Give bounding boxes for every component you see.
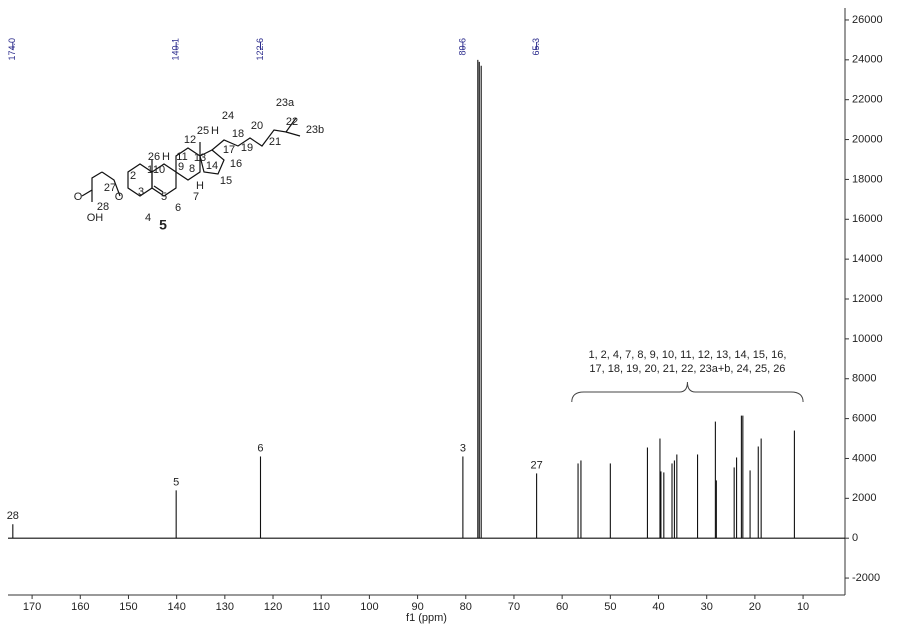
x-tick-label: 120 bbox=[264, 601, 282, 613]
atom-label: 12 bbox=[184, 134, 196, 146]
atom-label: 14 bbox=[206, 160, 218, 172]
peak-assignment: 5 bbox=[173, 476, 179, 488]
atom-label: 22 bbox=[286, 116, 298, 128]
atom-label: 9 bbox=[178, 161, 184, 173]
x-tick-label: 10 bbox=[797, 601, 809, 613]
x-axis-label: f1 (ppm) bbox=[406, 612, 447, 624]
y-tick-label: 4000 bbox=[852, 452, 876, 464]
chain bbox=[285, 131, 301, 137]
atom-label: 26 bbox=[148, 151, 160, 163]
atom-label: 8 bbox=[189, 163, 195, 175]
atom-label: 17 bbox=[223, 144, 235, 156]
x-tick-label: 70 bbox=[508, 601, 520, 613]
peak-assignment: 6 bbox=[257, 442, 263, 454]
atom-label: 11 bbox=[176, 151, 187, 163]
y-tick-label: 6000 bbox=[852, 413, 876, 425]
peak-pick-label: 65.3 bbox=[531, 38, 541, 56]
y-tick-label: 22000 bbox=[852, 94, 883, 106]
x-tick-label: 150 bbox=[119, 601, 137, 613]
compound-label: 5 bbox=[159, 217, 167, 233]
atom-label: 19 bbox=[241, 142, 253, 154]
y-tick-label: 18000 bbox=[852, 173, 883, 185]
atom-label: 23a bbox=[276, 97, 295, 109]
atom-label: 6 bbox=[175, 202, 181, 214]
bracket-label: 17, 18, 19, 20, 21, 22, 23a+b, 24, 25, 2… bbox=[589, 363, 785, 375]
peak-assignment: 28 bbox=[7, 510, 19, 522]
x-tick-label: 20 bbox=[749, 601, 761, 613]
peak-assignment: 27 bbox=[530, 459, 542, 471]
x-tick-label: 30 bbox=[701, 601, 713, 613]
y-tick-label: 2000 bbox=[852, 492, 876, 504]
y-tick-label: 24000 bbox=[852, 54, 883, 66]
bond bbox=[81, 171, 103, 197]
x-tick-label: 50 bbox=[604, 601, 616, 613]
peak-pick-label: 80.6 bbox=[457, 38, 467, 56]
bracket bbox=[571, 381, 804, 403]
atom-label: 15 bbox=[220, 175, 232, 187]
x-tick-label: 40 bbox=[652, 601, 664, 613]
atom-label: 7 bbox=[193, 191, 199, 203]
y-tick-label: 16000 bbox=[852, 213, 883, 225]
atom-label: 13 bbox=[194, 152, 206, 164]
x-tick-label: 90 bbox=[411, 601, 423, 613]
y-tick-label: 10000 bbox=[852, 333, 883, 345]
chain bbox=[211, 117, 297, 151]
atom-label: 21 bbox=[269, 136, 281, 148]
atom-label: 24 bbox=[222, 110, 234, 122]
atom-label: 28 bbox=[97, 201, 109, 213]
x-tick-label: 80 bbox=[460, 601, 472, 613]
atom-label: H bbox=[196, 180, 204, 192]
peak-pick-label: 174.0 bbox=[7, 38, 17, 61]
peak-pick-label: 140.1 bbox=[171, 38, 181, 61]
x-tick-label: 140 bbox=[167, 601, 185, 613]
atom-label: 25 bbox=[197, 125, 209, 137]
atom-label: 23b bbox=[306, 124, 324, 136]
atom-label: 16 bbox=[230, 158, 242, 170]
atom-label: 5 bbox=[161, 191, 167, 203]
atom-label: 10 bbox=[153, 164, 165, 176]
atom-label: H bbox=[162, 151, 170, 163]
y-tick-label: 26000 bbox=[852, 14, 883, 26]
x-tick-label: 130 bbox=[216, 601, 234, 613]
bond bbox=[153, 185, 164, 193]
y-tick-label: -2000 bbox=[852, 572, 880, 584]
atom-label: 3 bbox=[138, 186, 144, 198]
atom-label: OH bbox=[87, 212, 104, 224]
atom-label: O bbox=[74, 191, 83, 203]
bracket-label: 1, 2, 4, 7, 8, 9, 10, 11, 12, 13, 14, 15… bbox=[588, 349, 786, 361]
atom-label: 27 bbox=[104, 182, 116, 194]
x-tick-label: 170 bbox=[23, 601, 41, 613]
atom-label: 2 bbox=[130, 170, 136, 182]
y-tick-label: 20000 bbox=[852, 133, 883, 145]
y-tick-label: 0 bbox=[852, 532, 858, 544]
atom-label: 1 bbox=[147, 164, 153, 176]
x-tick-label: 160 bbox=[71, 601, 89, 613]
x-tick-label: 100 bbox=[360, 601, 378, 613]
atom-label: 18 bbox=[232, 128, 244, 140]
x-tick-label: 60 bbox=[556, 601, 568, 613]
ring-b bbox=[151, 163, 177, 197]
y-tick-label: 12000 bbox=[852, 293, 883, 305]
peak-pick-label: 122.6 bbox=[255, 38, 265, 61]
ring-d bbox=[199, 149, 225, 175]
y-tick-label: 8000 bbox=[852, 373, 876, 385]
atom-label: 20 bbox=[251, 120, 263, 132]
atom-label: O bbox=[115, 191, 124, 203]
atom-label: 4 bbox=[145, 212, 151, 224]
y-tick-label: 14000 bbox=[852, 253, 883, 265]
atom-label: H bbox=[211, 125, 219, 137]
peak-assignment: 3 bbox=[460, 442, 466, 454]
x-tick-label: 110 bbox=[312, 601, 330, 613]
bond bbox=[101, 171, 121, 197]
